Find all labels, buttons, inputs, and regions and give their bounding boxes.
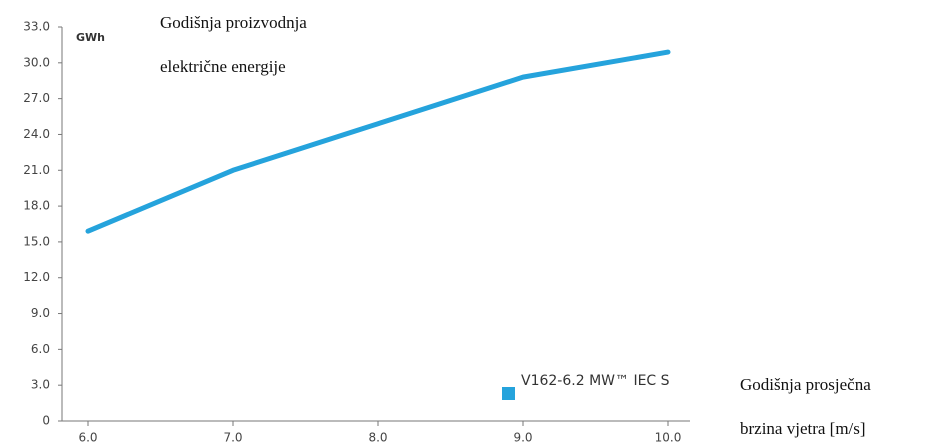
y-tick-label: 21.0: [23, 163, 50, 177]
y-tick-label: 33.0: [23, 20, 50, 34]
chart-title: Godišnja proizvodnja: [160, 13, 307, 32]
x-tick-label: 8.0: [368, 431, 387, 445]
chart-title: električne energije: [160, 57, 286, 76]
y-tick-label: 3.0: [31, 378, 50, 392]
y-tick-label: 0: [42, 414, 50, 428]
legend-label: V162-6.2 MW™ IEC S: [521, 373, 670, 389]
y-tick-label: 15.0: [23, 234, 50, 248]
y-tick-label: 18.0: [23, 199, 50, 213]
y-tick-label: 9.0: [31, 306, 50, 320]
legend-swatch: [502, 387, 515, 400]
x-tick-label: 7.0: [223, 431, 242, 445]
x-axis-label: Godišnja prosječna: [740, 375, 871, 394]
y-axis-unit: GWh: [76, 31, 105, 44]
x-tick-label: 6.0: [78, 431, 97, 445]
x-tick-label: 9.0: [513, 431, 532, 445]
y-tick-label: 30.0: [23, 55, 50, 69]
data-line: [85, 49, 671, 234]
x-axis-label: brzina vjetra [m/s]: [740, 419, 866, 438]
y-tick-label: 6.0: [31, 342, 50, 356]
x-tick-label: 10.0: [655, 431, 682, 445]
y-tick-label: 12.0: [23, 270, 50, 284]
y-tick-label: 27.0: [23, 91, 50, 105]
y-tick-label: 24.0: [23, 127, 50, 141]
